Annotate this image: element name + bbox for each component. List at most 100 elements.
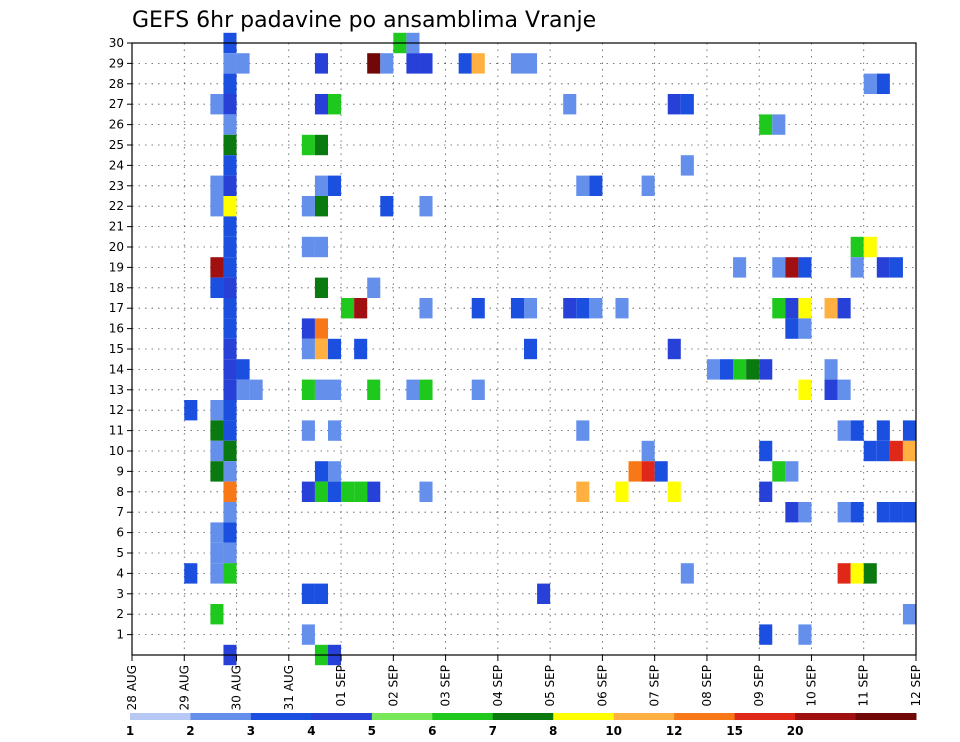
heatmap-cell — [419, 53, 433, 74]
heatmap-cell — [184, 400, 198, 421]
heatmap-cell — [223, 481, 237, 502]
y-tick-label: 9 — [116, 464, 124, 478]
colorbar-label: 6 — [428, 724, 436, 738]
heatmap-cell — [223, 53, 237, 74]
heatmap-cell — [210, 542, 224, 564]
heatmap-cell — [328, 420, 342, 441]
heatmap-cell — [406, 53, 420, 74]
heatmap-cell — [223, 277, 237, 298]
colorbar-label: 2 — [186, 724, 194, 738]
heatmap-cell — [837, 379, 851, 400]
heatmap-cell — [876, 73, 890, 94]
heatmap-cell — [902, 604, 916, 625]
heatmap-cell — [223, 196, 237, 217]
colorbar-segment — [250, 713, 312, 720]
heatmap-cell — [223, 522, 237, 543]
heatmap-cell — [328, 379, 342, 400]
heatmap-cell — [367, 53, 381, 74]
chart-title: GEFS 6hr padavine po ansamblima Vranje — [132, 8, 596, 33]
colorbar-segment — [553, 713, 615, 720]
heatmap-cell — [406, 379, 420, 400]
y-tick-label: 14 — [109, 362, 124, 376]
heatmap-cell — [223, 73, 237, 94]
heatmap-cell — [223, 94, 237, 115]
heatmap-cell — [354, 481, 368, 502]
y-tick-label: 7 — [116, 505, 124, 519]
y-tick-label: 12 — [109, 403, 124, 417]
heatmap-cell — [798, 379, 812, 400]
heatmap-cell — [210, 175, 224, 196]
heatmap-cell — [680, 155, 694, 176]
heatmap-cell — [876, 257, 890, 278]
heatmap-cell — [367, 379, 381, 400]
x-tick-label: 31 AUG — [282, 665, 296, 710]
heatmap-cell — [328, 338, 342, 360]
heatmap-cell — [772, 114, 786, 135]
y-tick-label: 16 — [109, 322, 124, 336]
heatmap-cell — [328, 481, 342, 502]
heatmap-cell — [798, 502, 812, 523]
heatmap-cell — [746, 359, 760, 380]
heatmap-cell — [419, 481, 433, 502]
heatmap-cell — [301, 583, 315, 604]
heatmap-cell — [628, 461, 642, 482]
heatmap-cell — [706, 359, 720, 380]
heatmap-cell — [641, 461, 655, 482]
heatmap-cell — [223, 155, 237, 176]
data-cells — [184, 32, 916, 666]
heatmap-cell — [380, 196, 394, 217]
heatmap-cell — [223, 298, 237, 319]
heatmap-cell — [524, 298, 538, 319]
x-tick-label: 01 SEP — [334, 665, 348, 707]
x-tick-label: 09 SEP — [752, 665, 766, 707]
heatmap-cell — [510, 53, 524, 74]
heatmap-cell — [772, 461, 786, 482]
heatmap-cell — [314, 236, 328, 258]
x-axis-ticks: 28 AUG 29 AUG 30 AUG 31 AUG 01 SEP 02 SEP 03 S… — [125, 655, 923, 710]
heatmap-cell — [537, 583, 551, 604]
y-tick-label: 21 — [109, 220, 124, 234]
colorbar-segment — [734, 713, 796, 720]
colorbar-label: 5 — [368, 724, 376, 738]
heatmap-cell — [563, 94, 577, 115]
x-tick-label: 02 SEP — [386, 665, 400, 707]
heatmap-cell — [824, 379, 838, 400]
heatmap-cell — [236, 53, 250, 74]
colorbar-segment — [795, 713, 857, 720]
heatmap-cell — [314, 338, 328, 360]
heatmap-cell — [798, 257, 812, 278]
heatmap-cell — [301, 420, 315, 441]
heatmap-cell — [236, 359, 250, 380]
heatmap-cell — [863, 440, 877, 462]
heatmap-cell — [889, 257, 903, 278]
colorbar-label: 7 — [489, 724, 497, 738]
x-tick-label: 30 AUG — [230, 665, 244, 710]
heatmap-cell — [341, 298, 355, 319]
x-tick-label: 28 AUG — [125, 665, 139, 710]
y-tick-label: 5 — [116, 546, 124, 560]
y-tick-label: 10 — [109, 444, 124, 458]
heatmap-cell — [210, 440, 224, 462]
colorbar-segment — [190, 713, 252, 720]
x-tick-label: 11 SEP — [857, 665, 871, 707]
heatmap-cell — [837, 502, 851, 523]
heatmap-cell — [563, 298, 577, 319]
colorbar-label: 15 — [726, 724, 743, 738]
x-tick-label: 10 SEP — [804, 665, 818, 707]
heatmap-cell — [667, 94, 681, 115]
heatmap-cell — [837, 420, 851, 441]
heatmap-cell — [902, 440, 916, 462]
heatmap-cell — [210, 277, 224, 298]
heatmap-cell — [772, 257, 786, 278]
heatmap-cell — [314, 461, 328, 482]
y-tick-label: 8 — [116, 485, 124, 499]
y-tick-label: 13 — [109, 383, 124, 397]
heatmap-cell — [301, 624, 315, 645]
y-tick-label: 28 — [109, 77, 124, 91]
heatmap-cell — [223, 257, 237, 278]
heatmap-cell — [210, 604, 224, 625]
heatmap-cell — [510, 298, 524, 319]
colorbar-label: 10 — [605, 724, 622, 738]
heatmap-cell — [328, 461, 342, 482]
heatmap-cell — [654, 461, 668, 482]
